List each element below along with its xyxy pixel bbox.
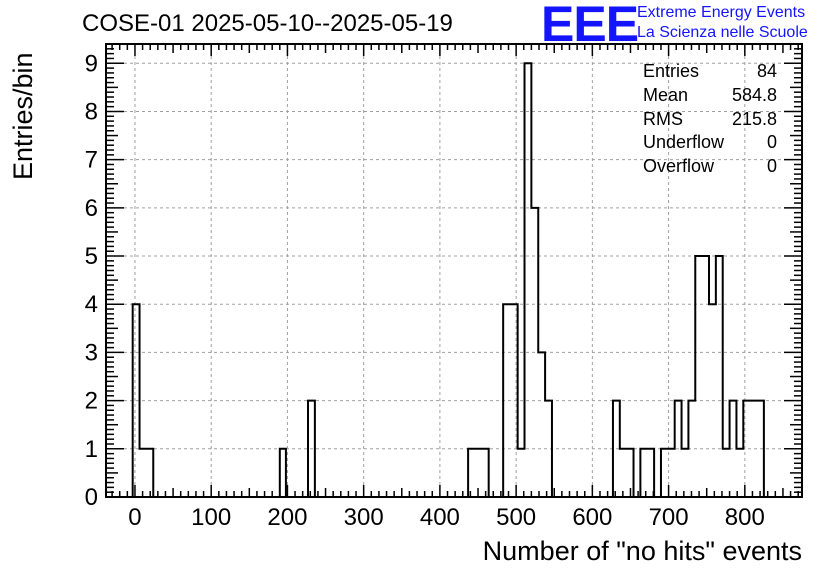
y-tick-label: 7 xyxy=(85,147,98,174)
histogram-bin xyxy=(140,449,154,497)
x-tick-label: 200 xyxy=(267,504,307,531)
histogram-outline xyxy=(131,62,765,497)
x-tick-label: 300 xyxy=(344,504,384,531)
histogram-bin xyxy=(716,256,723,497)
stat-value: 0 xyxy=(766,156,777,177)
x-tick-label: 400 xyxy=(420,504,460,531)
histogram-bin xyxy=(538,352,545,497)
logo-line-1: Extreme Energy Events xyxy=(637,4,806,21)
histogram-bin xyxy=(695,256,709,497)
stat-row-rms: RMS 215.8 xyxy=(643,108,777,132)
x-tick-label: 800 xyxy=(725,504,765,531)
y-tick-label: 6 xyxy=(85,195,98,222)
y-tick-label: 1 xyxy=(85,436,98,463)
histogram-bin xyxy=(518,449,525,497)
histogram-bin xyxy=(620,449,634,497)
stat-label: Mean xyxy=(643,84,689,105)
histogram-bin xyxy=(661,449,675,497)
stat-label: RMS xyxy=(643,108,683,129)
y-axis-label: Entries/bin xyxy=(8,52,38,180)
stats-box: Entries 84 Mean 584.8 RMS 215.8 Underflo… xyxy=(643,60,777,179)
axis-ticks xyxy=(106,43,802,498)
stat-label: Overflow xyxy=(643,156,715,177)
stat-value: 215.8 xyxy=(731,108,777,129)
axis-tick-labels: 0 100 200 300 400 500 600 700 800 0 1 2 3 4 5 6 7 8 9 xyxy=(85,50,765,531)
x-tick-label: 100 xyxy=(191,504,231,531)
y-tick-label: 8 xyxy=(85,98,98,125)
y-tick-label: 3 xyxy=(85,339,98,366)
stat-label: Entries xyxy=(643,61,700,81)
grid-lines xyxy=(106,44,802,497)
logo-text: Extreme Energy Events La Scienza nelle S… xyxy=(637,3,808,43)
histogram-bin xyxy=(723,449,730,497)
y-tick-label: 4 xyxy=(85,291,98,318)
y-tick-label: 0 xyxy=(85,484,98,511)
eee-logo: EEE xyxy=(541,0,639,52)
stat-value: 0 xyxy=(766,132,777,153)
x-tick-label: 700 xyxy=(649,504,689,531)
x-tick-label: 0 xyxy=(128,504,141,531)
y-tick-label: 9 xyxy=(85,50,98,77)
x-axis-label: Number of "no hits" events xyxy=(482,536,802,566)
stat-value: 84 xyxy=(756,61,777,81)
stat-row-underflow: Underflow 0 xyxy=(643,131,777,155)
stat-label: Underflow xyxy=(643,132,725,153)
histogram-bin xyxy=(682,449,689,497)
y-tick-label: 5 xyxy=(85,243,98,270)
histogram-bin xyxy=(640,449,654,497)
x-tick-label: 500 xyxy=(496,504,536,531)
y-tick-label: 2 xyxy=(85,388,98,415)
histogram-bin xyxy=(736,449,743,497)
stat-value: 584.8 xyxy=(731,84,777,105)
stat-row-mean: Mean 584.8 xyxy=(643,84,777,108)
histogram-bin xyxy=(525,63,532,497)
stat-row-entries: Entries 84 xyxy=(643,60,777,84)
chart-title: COSE-01 2025-05-10--2025-05-19 xyxy=(82,10,453,37)
stat-row-overflow: Overflow 0 xyxy=(643,155,777,179)
x-tick-label: 600 xyxy=(572,504,612,531)
logo-line-2: La Scienza nelle Scuole xyxy=(637,24,808,41)
